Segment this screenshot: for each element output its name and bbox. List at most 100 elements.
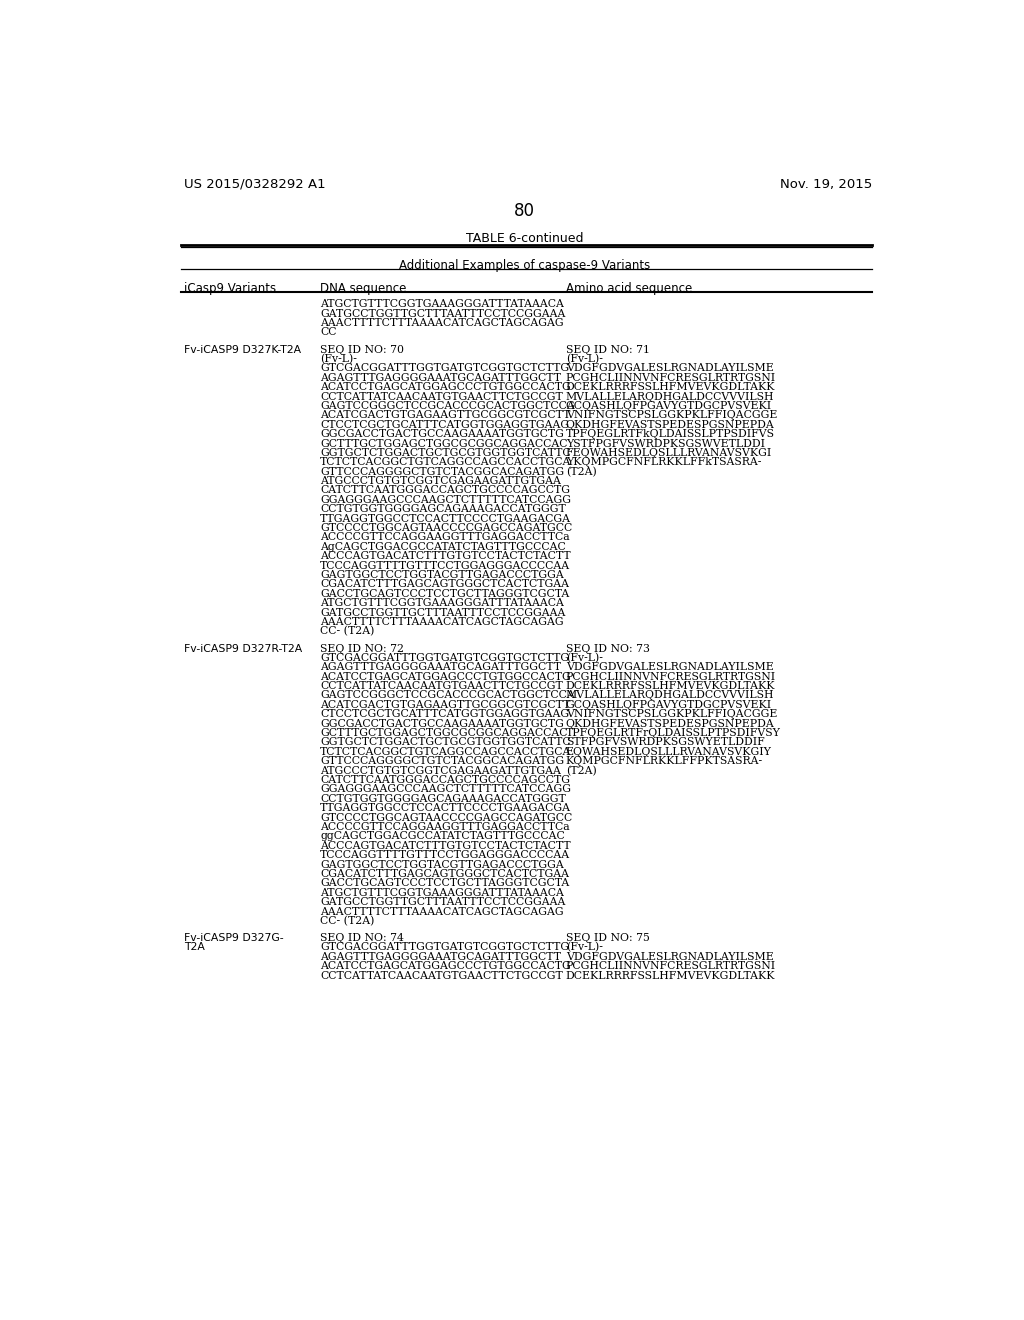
Text: Fv-iCASP9 D327K-T2A: Fv-iCASP9 D327K-T2A xyxy=(183,345,301,355)
Text: CTCCTCGCTGCATTTCATGGTGGAGGTGAAG: CTCCTCGCTGCATTTCATGGTGGAGGTGAAG xyxy=(321,420,569,430)
Text: CC- (T2A): CC- (T2A) xyxy=(321,916,375,927)
Text: GGAGGGAAGCCCAAGCTCTTTTTCATCCAGG: GGAGGGAAGCCCAAGCTCTTTTTCATCCAGG xyxy=(321,495,571,504)
Text: GAGTGGCTCCTGGTACGTTGAGACCCTGGA: GAGTGGCTCCTGGTACGTTGAGACCCTGGA xyxy=(321,859,564,870)
Text: TCTCTCACGGCTGTCAGGCCAGCCACCTGCA: TCTCTCACGGCTGTCAGGCCAGCCACCTGCA xyxy=(321,457,571,467)
Text: (T2A): (T2A) xyxy=(566,467,597,477)
Text: ACATCCTGAGCATGGAGCCCTGTGGCCACTG: ACATCCTGAGCATGGAGCCCTGTGGCCACTG xyxy=(321,961,571,972)
Text: DCEKLRRRFSSLHFMVEVKGDLTAKK: DCEKLRRRFSSLHFMVEVKGDLTAKK xyxy=(566,383,775,392)
Text: GTTCCCAGGGGCTGTCTACGGCACAGATGG: GTTCCCAGGGGCTGTCTACGGCACAGATGG xyxy=(321,756,564,766)
Text: GGTGCTCTGGACTGCTGCGTGGTGGTCATTC: GGTGCTCTGGACTGCTGCGTGGTGGTCATTC xyxy=(321,447,570,458)
Text: ACATCCTGAGCATGGAGCCCTGTGGCCACTG: ACATCCTGAGCATGGAGCCCTGTGGCCACTG xyxy=(321,672,571,681)
Text: ATGCCCTGTGTCGGTCGAGAAGATTGTGAA: ATGCCCTGTGTCGGTCGAGAAGATTGTGAA xyxy=(321,477,561,486)
Text: Fv-iCASP9 D327R-T2A: Fv-iCASP9 D327R-T2A xyxy=(183,644,302,653)
Text: GGCGACCTGACTGCCAAGAAAATGGTGCTG: GGCGACCTGACTGCCAAGAAAATGGTGCTG xyxy=(321,429,564,440)
Text: CC: CC xyxy=(321,327,337,338)
Text: GTCGACGGATTTGGTGATGTCGGTGCTCTTG: GTCGACGGATTTGGTGATGTCGGTGCTCTTG xyxy=(321,942,569,953)
Text: DCEKLRRRFSSLHFMVEVKGDLTAKK: DCEKLRRRFSSLHFMVEVKGDLTAKK xyxy=(566,970,775,981)
Text: GTCGACGGATTTGGTGATGTCGGTGCTCTTG: GTCGACGGATTTGGTGATGTCGGTGCTCTTG xyxy=(321,653,569,663)
Text: VDGFGDVGALESLRGNADLAYILSME: VDGFGDVGALESLRGNADLAYILSME xyxy=(566,952,773,962)
Text: ATGCTGTTTCGGTGAAAGGGATTTATAAACA: ATGCTGTTTCGGTGAAAGGGATTTATAAACA xyxy=(321,598,564,609)
Text: (Fv-L)-: (Fv-L)- xyxy=(566,942,603,953)
Text: 80: 80 xyxy=(514,202,536,220)
Text: ATGCCCTGTGTCGGTCGAGAAGATTGTGAA: ATGCCCTGTGTCGGTCGAGAAGATTGTGAA xyxy=(321,766,561,776)
Text: EQWAHSEDLQSLLLRVANAVSVKGIY: EQWAHSEDLQSLLLRVANAVSVKGIY xyxy=(566,747,772,756)
Text: GTTCCCAGGGGCTGTCTACGGCACAGATGG: GTTCCCAGGGGCTGTCTACGGCACAGATGG xyxy=(321,467,564,477)
Text: VDGFGDVGALESLRGNADLAYILSME: VDGFGDVGALESLRGNADLAYILSME xyxy=(566,363,773,374)
Text: DNA sequence: DNA sequence xyxy=(321,281,407,294)
Text: GAGTGGCTCCTGGTACGTTGAGACCCTGGA: GAGTGGCTCCTGGTACGTTGAGACCCTGGA xyxy=(321,570,564,579)
Text: GACCTGCAGTCCCTCCTGCTTAGGGTCGCTA: GACCTGCAGTCCCTCCTGCTTAGGGTCGCTA xyxy=(321,589,569,599)
Text: GGTGCTCTGGACTGCTGCGTGGTGGTCATTC: GGTGCTCTGGACTGCTGCGTGGTGGTCATTC xyxy=(321,738,570,747)
Text: ATGCTGTTTCGGTGAAAGGGATTTATAAACA: ATGCTGTTTCGGTGAAAGGGATTTATAAACA xyxy=(321,300,564,309)
Text: CGACATCTTTGAGCAGTGGGCTCACTCTGAA: CGACATCTTTGAGCAGTGGGCTCACTCTGAA xyxy=(321,869,569,879)
Text: VNIFNGTSCPSLGGKPKLFFIQACGGE: VNIFNGTSCPSLGGKPKLFFIQACGGE xyxy=(566,411,777,420)
Text: AGAGTTTGAGGGGAAATGCAGATTTGGCTT: AGAGTTTGAGGGGAAATGCAGATTTGGCTT xyxy=(321,372,561,383)
Text: US 2015/0328292 A1: US 2015/0328292 A1 xyxy=(183,178,326,190)
Text: ACATCGACTGTGAGAAGTTGCGGCGTCGCTT: ACATCGACTGTGAGAAGTTGCGGCGTCGCTT xyxy=(321,411,570,420)
Text: GATGCCTGGTTGCTTTAATTTCCTCCGGAAA: GATGCCTGGTTGCTTTAATTTCCTCCGGAAA xyxy=(321,898,565,907)
Text: QKDHGFEVASTSPEDESPGSNPEPDA: QKDHGFEVASTSPEDESPGSNPEPDA xyxy=(566,718,774,729)
Text: AGAGTTTGAGGGGAAATGCAGATTTGGCTT: AGAGTTTGAGGGGAAATGCAGATTTGGCTT xyxy=(321,952,561,962)
Text: GTCCCCTGGCAGTAACCCCGAGCCAGATGCC: GTCCCCTGGCAGTAACCCCGAGCCAGATGCC xyxy=(321,813,572,822)
Text: GGAGGGAAGCCCAAGCTCTTTTTCATCCAGG: GGAGGGAAGCCCAAGCTCTTTTTCATCCAGG xyxy=(321,784,571,795)
Text: ACCCCGTTCCAGGAAGGTTTGAGGACCTTCa: ACCCCGTTCCAGGAAGGTTTGAGGACCTTCa xyxy=(321,822,569,832)
Text: SEQ ID NO: 70: SEQ ID NO: 70 xyxy=(321,345,404,355)
Text: PCGHCLIINNVNFCRESGLRTRTGSNI: PCGHCLIINNVNFCRESGLRTRTGSNI xyxy=(566,961,776,972)
Text: GATGCCTGGTTGCTTTAATTTCCTCCGGAAA: GATGCCTGGTTGCTTTAATTTCCTCCGGAAA xyxy=(321,309,565,318)
Text: PCGHCLIINNVNFCRESGLRTRTGSNI: PCGHCLIINNVNFCRESGLRTRTGSNI xyxy=(566,372,776,383)
Text: QKDHGFEVASTSPEDESPGSNPEPDA: QKDHGFEVASTSPEDESPGSNPEPDA xyxy=(566,420,774,430)
Text: GAGTCCGGGCTCCGCACCCGCACTGGCTCCA: GAGTCCGGGCTCCGCACCCGCACTGGCTCCA xyxy=(321,401,574,411)
Text: TTGAGGTGGCCTCCACTTCCCCTGAAGACGA: TTGAGGTGGCCTCCACTTCCCCTGAAGACGA xyxy=(321,513,571,524)
Text: GCTTTGCTGGAGCTGGCGCGGCAGGACCAC: GCTTTGCTGGAGCTGGCGCGGCAGGACCAC xyxy=(321,438,567,449)
Text: TPFQEGLRTFrQLDAISSLPTPSDIFVSY: TPFQEGLRTFrQLDAISSLPTPSDIFVSY xyxy=(566,729,780,738)
Text: TCTCTCACGGCTGTCAGGCCAGCCACCTGCA: TCTCTCACGGCTGTCAGGCCAGCCACCTGCA xyxy=(321,747,571,756)
Text: TTGAGGTGGCCTCCACTTCCCCTGAAGACGA: TTGAGGTGGCCTCCACTTCCCCTGAAGACGA xyxy=(321,803,571,813)
Text: YSTFPGFVSWRDPKSGSWVETLDDI: YSTFPGFVSWRDPKSGSWVETLDDI xyxy=(566,438,765,449)
Text: CGACATCTTTGAGCAGTGGGCTCACTCTGAA: CGACATCTTTGAGCAGTGGGCTCACTCTGAA xyxy=(321,579,569,590)
Text: CTCCTCGCTGCATTTCATGGTGGAGGTGAAG: CTCCTCGCTGCATTTCATGGTGGAGGTGAAG xyxy=(321,709,569,719)
Text: TCCCAGGTTTTGTTTCCTGGAGGGACCCCAA: TCCCAGGTTTTGTTTCCTGGAGGGACCCCAA xyxy=(321,561,570,570)
Text: GGCGACCTGACTGCCAAGAAAATGGTGCTG: GGCGACCTGACTGCCAAGAAAATGGTGCTG xyxy=(321,718,564,729)
Text: MVLALLELARQDHGALDCCVVVILSH: MVLALLELARQDHGALDCCVVVILSH xyxy=(566,392,774,401)
Text: GCTTTGCTGGAGCTGGCGCGGCAGGACCAC: GCTTTGCTGGAGCTGGCGCGGCAGGACCAC xyxy=(321,729,567,738)
Text: CATCTTCAATGGGACCAGCTGCCCCAGCCTG: CATCTTCAATGGGACCAGCTGCCCCAGCCTG xyxy=(321,486,570,495)
Text: GATGCCTGGTTGCTTTAATTTCCTCCGGAAA: GATGCCTGGTTGCTTTAATTTCCTCCGGAAA xyxy=(321,607,565,618)
Text: ACCCCGTTCCAGGAAGGTTTGAGGACCTTCa: ACCCCGTTCCAGGAAGGTTTGAGGACCTTCa xyxy=(321,532,569,543)
Text: STFPGFVSWRDPKSGSWYETLDDIF: STFPGFVSWRDPKSGSWYETLDDIF xyxy=(566,738,765,747)
Text: SEQ ID NO: 71: SEQ ID NO: 71 xyxy=(566,345,650,355)
Text: Fv-iCASP9 D327G-: Fv-iCASP9 D327G- xyxy=(183,933,284,942)
Text: AgCAGCTGGACGCCATATCTAGTTTGCCCAC: AgCAGCTGGACGCCATATCTAGTTTGCCCAC xyxy=(321,543,566,552)
Text: YKQMPGCFNFLRKKLFFkTSASRA-: YKQMPGCFNFLRKKLFFkTSASRA- xyxy=(566,457,761,467)
Text: GTCCCCTGGCAGTAACCCCGAGCCAGATGCC: GTCCCCTGGCAGTAACCCCGAGCCAGATGCC xyxy=(321,523,572,533)
Text: TCCCAGGTTTTGTTTCCTGGAGGGACCCCAA: TCCCAGGTTTTGTTTCCTGGAGGGACCCCAA xyxy=(321,850,570,861)
Text: SEQ ID NO: 75: SEQ ID NO: 75 xyxy=(566,933,650,942)
Text: Nov. 19, 2015: Nov. 19, 2015 xyxy=(779,178,872,190)
Text: SEQ ID NO: 73: SEQ ID NO: 73 xyxy=(566,644,650,653)
Text: iCasp9 Variants: iCasp9 Variants xyxy=(183,281,275,294)
Text: ACCCAGTGACATCTTTGTGTCCTACTCTACTT: ACCCAGTGACATCTTTGTGTCCTACTCTACTT xyxy=(321,552,570,561)
Text: CCTGTGGTGGGGAGCAGAAAGACCATGGGT: CCTGTGGTGGGGAGCAGAAAGACCATGGGT xyxy=(321,793,566,804)
Text: AAACTTTTCTTTAAAACATCAGCTAGCAGAG: AAACTTTTCTTTAAAACATCAGCTAGCAGAG xyxy=(321,318,564,329)
Text: VNIFNGTSCPSLGGKPKLFFIQACGGE: VNIFNGTSCPSLGGKPKLFFIQACGGE xyxy=(566,709,777,719)
Text: AGAGTTTGAGGGGAAATGCAGATTTGGCTT: AGAGTTTGAGGGGAAATGCAGATTTGGCTT xyxy=(321,663,561,672)
Text: PCGHCLIINNVNFCRESGLRTRTGSNI: PCGHCLIINNVNFCRESGLRTRTGSNI xyxy=(566,672,776,681)
Text: TPFQEGLRTFkQLDAISSLPTPSDIFVS: TPFQEGLRTFkQLDAISSLPTPSDIFVS xyxy=(566,429,775,440)
Text: ACATCGACTGTGAGAAGTTGCGGCGTCGCTT: ACATCGACTGTGAGAAGTTGCGGCGTCGCTT xyxy=(321,700,570,710)
Text: Additional Examples of caspase-9 Variants: Additional Examples of caspase-9 Variant… xyxy=(399,259,650,272)
Text: FEQWAHSEDLQSLLLRVANAVSVKGI: FEQWAHSEDLQSLLLRVANAVSVKGI xyxy=(566,447,772,458)
Text: CCTCATTATCAACAATGTGAACTTCTGCCGT: CCTCATTATCAACAATGTGAACTTCTGCCGT xyxy=(321,681,563,692)
Text: CCTGTGGTGGGGAGCAGAAAGACCATGGGT: CCTGTGGTGGGGAGCAGAAAGACCATGGGT xyxy=(321,504,566,515)
Text: CCTCATTATCAACAATGTGAACTTCTGCCGT: CCTCATTATCAACAATGTGAACTTCTGCCGT xyxy=(321,392,563,401)
Text: ATGCTGTTTCGGTGAAAGGGATTTATAAACA: ATGCTGTTTCGGTGAAAGGGATTTATAAACA xyxy=(321,888,564,898)
Text: (Fv-L)-: (Fv-L)- xyxy=(321,354,357,364)
Text: GCQASHLQFPGAVYGTDGCPVSVEKI: GCQASHLQFPGAVYGTDGCPVSVEKI xyxy=(566,401,772,411)
Text: ACCCAGTGACATCTTTGTGTCCTACTCTACTT: ACCCAGTGACATCTTTGTGTCCTACTCTACTT xyxy=(321,841,570,851)
Text: KQMPGCFNFLRKKLFFPKTSASRA-: KQMPGCFNFLRKKLFFPKTSASRA- xyxy=(566,756,763,766)
Text: T2A: T2A xyxy=(183,942,205,953)
Text: (Fv-L)-: (Fv-L)- xyxy=(566,653,603,663)
Text: GACCTGCAGTCCCTCCTGCTTAGGGTCGCTA: GACCTGCAGTCCCTCCTGCTTAGGGTCGCTA xyxy=(321,878,569,888)
Text: CATCTTCAATGGGACCAGCTGCCCCAGCCTG: CATCTTCAATGGGACCAGCTGCCCCAGCCTG xyxy=(321,775,570,785)
Text: AAACTTTTCTTTAAAACATCAGCTAGCAGAG: AAACTTTTCTTTAAAACATCAGCTAGCAGAG xyxy=(321,616,564,627)
Text: Amino acid sequence: Amino acid sequence xyxy=(566,281,692,294)
Text: (Fv-L)-: (Fv-L)- xyxy=(566,354,603,364)
